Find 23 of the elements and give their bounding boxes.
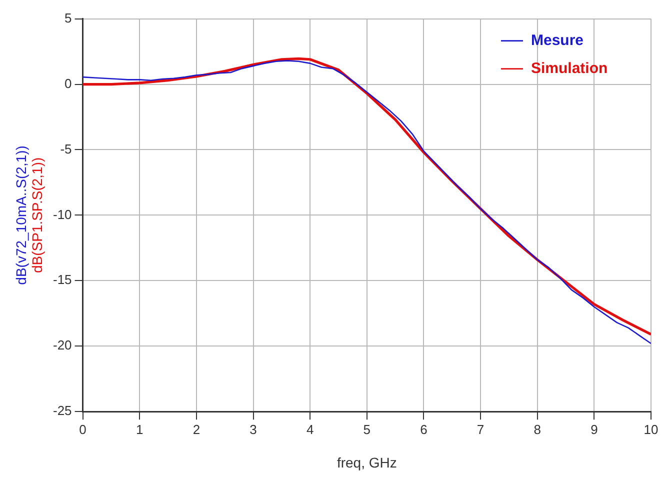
x-tick-label: 6 [420,422,428,437]
y-axis-title: dB(v72_10mA..S(2,1)) [12,146,29,285]
x-tick-label: 8 [534,422,541,437]
x-tick-label: 0 [79,422,86,437]
x-tick-label: 7 [476,422,484,437]
text: dB(SP1.SP.S(2,1)) [28,157,45,274]
y-tick-label: -15 [52,272,72,288]
y-tick-label: 0 [64,76,72,91]
x-tick-label: 9 [590,422,598,437]
x-axis-title: freq, GHz [336,454,397,470]
x-tick-label: 1 [136,422,144,437]
x-tick-label: 4 [306,422,314,437]
y-tick-label: -10 [52,206,72,222]
x-tick-label: 2 [192,422,200,437]
x-tick-label: 10 [644,422,658,437]
y-tick-label: -20 [52,338,72,353]
y-tick-label: -25 [52,403,72,418]
y-tick-label: -5 [60,141,72,156]
y-tick-label: 5 [64,10,72,26]
legend-label: Simulation [531,60,608,77]
x-tick-label: 3 [250,422,257,437]
legend-label: Mesure [531,32,584,49]
x-tick-label: 5 [363,422,371,437]
